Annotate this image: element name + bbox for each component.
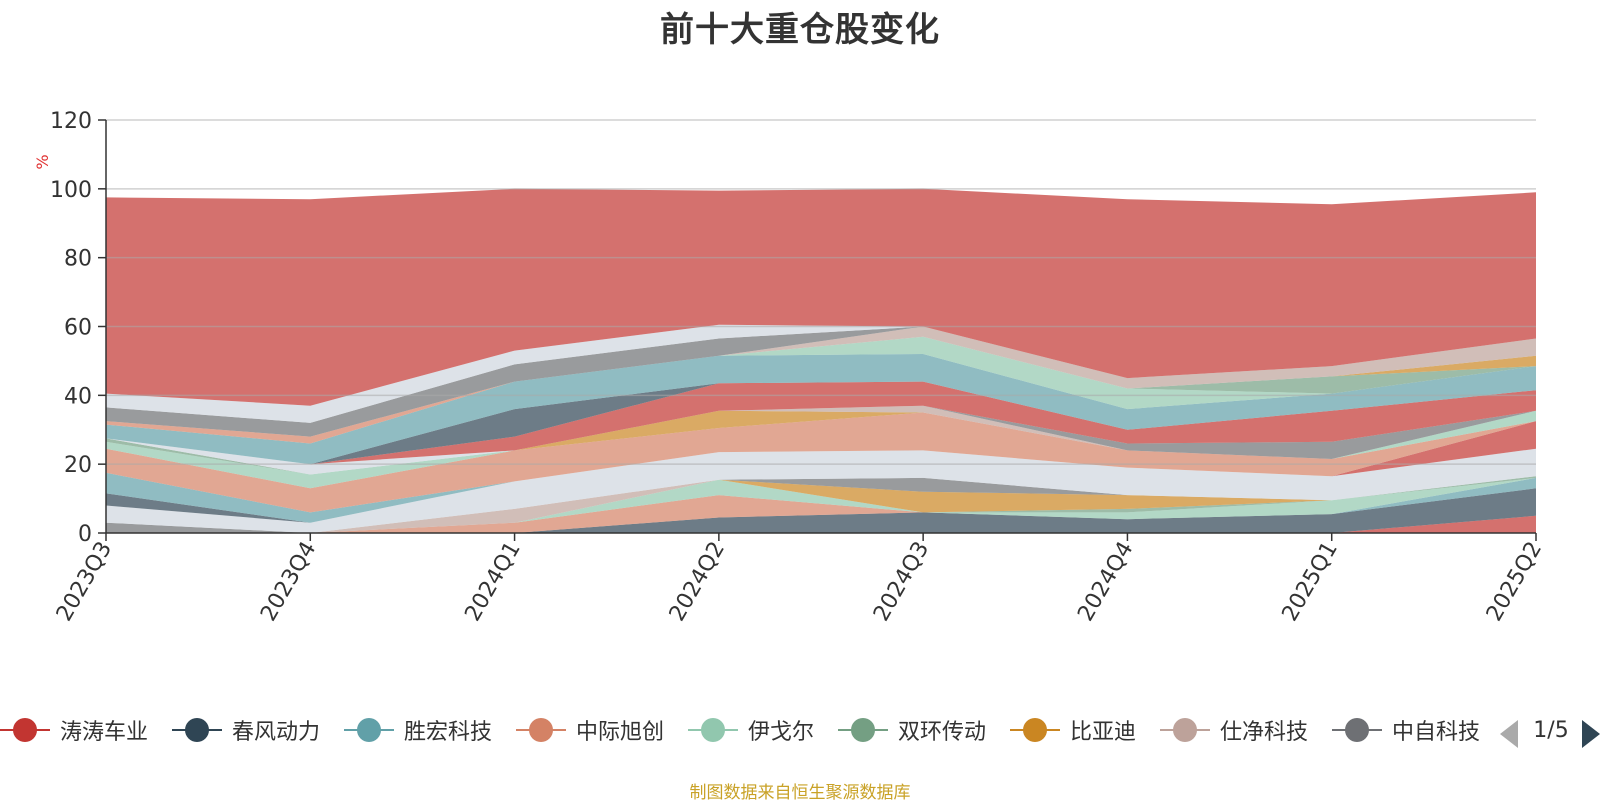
chart-title: 前十大重仓股变化 <box>660 10 940 50</box>
area-series-7 <box>106 476 1536 533</box>
legend-item[interactable]: 仕净科技 <box>1160 710 1308 750</box>
area-series-9 <box>106 448 1536 533</box>
x-tick-label: 2024Q4 <box>1073 538 1138 626</box>
legend-marker-icon <box>516 717 566 743</box>
legend-item[interactable]: 伊戈尔 <box>688 710 814 750</box>
legend-item[interactable]: 胜宏科技 <box>344 710 492 750</box>
legend-item[interactable]: 双环传动 <box>838 710 986 750</box>
area-series-29 <box>106 324 1536 423</box>
y-tick-label: 120 <box>50 109 92 134</box>
legend-label: 春风动力 <box>232 720 321 745</box>
x-tick-label: 2024Q1 <box>460 538 525 626</box>
area-series-22 <box>106 354 1536 465</box>
legend-label: 伊戈尔 <box>748 720 815 745</box>
legend-marker-icon <box>0 717 50 743</box>
y-tick-label: 60 <box>64 316 92 341</box>
legend-label: 仕净科技 <box>1220 720 1309 745</box>
area-series-4 <box>106 477 1536 533</box>
x-tick-label: 2025Q1 <box>1278 538 1343 626</box>
area-series-28 <box>106 326 1536 437</box>
legend-item[interactable]: 涛涛车业 <box>0 710 148 750</box>
grid-lines <box>106 119 1536 465</box>
legend: 涛涛车业 春风动力 胜宏科技 中际旭创 伊戈尔 双环传动 比亚迪 仕净科技 中自科技 <box>0 710 1490 750</box>
legend-item[interactable]: 中际旭创 <box>516 710 664 750</box>
legend-pager: 1/5 <box>1500 716 1600 750</box>
x-tick-label: 2025Q2 <box>1482 538 1547 626</box>
area-series-5 <box>106 476 1536 533</box>
y-axis-unit-label: % <box>33 154 52 169</box>
legend-marker-icon <box>688 717 738 743</box>
area-series-group <box>106 188 1536 533</box>
legend-label: 胜宏科技 <box>404 720 493 745</box>
area-series-6 <box>106 476 1536 533</box>
legend-item[interactable]: 中自科技 <box>1332 710 1480 750</box>
legend-label: 双环传动 <box>898 720 987 745</box>
legend-page-indicator: 1/5 <box>1533 718 1569 743</box>
legend-marker-icon <box>1010 717 1060 743</box>
legend-label: 比亚迪 <box>1070 720 1137 745</box>
y-tick-label: 20 <box>64 453 92 478</box>
prev-page-icon[interactable] <box>1500 720 1518 748</box>
y-tick-label: 80 <box>64 247 92 272</box>
x-tick-label: 2024Q3 <box>869 538 934 626</box>
x-tick-label: 2024Q2 <box>665 538 730 626</box>
area-series-0 <box>106 515 1536 533</box>
legend-marker-icon <box>838 717 888 743</box>
legend-marker-icon <box>344 717 394 743</box>
legend-label: 中际旭创 <box>576 720 665 745</box>
area-series-3 <box>106 477 1536 533</box>
area-series-23 <box>106 354 1536 444</box>
area-series-13 <box>106 412 1536 513</box>
legend-item[interactable]: 春风动力 <box>172 710 320 750</box>
area-series-1 <box>106 488 1536 533</box>
y-tick-label: 40 <box>64 384 92 409</box>
area-series-30 <box>106 188 1536 406</box>
y-tick-label: 100 <box>50 178 92 203</box>
legend-marker-icon <box>1332 717 1382 743</box>
y-tick-label: 0 <box>78 522 92 547</box>
legend-marker-icon <box>1160 717 1210 743</box>
legend-item[interactable]: 比亚迪 <box>1010 710 1136 750</box>
legend-label: 涛涛车业 <box>60 720 149 745</box>
area-series-20 <box>106 381 1536 465</box>
x-tick-label: 2023Q3 <box>52 538 117 626</box>
source-note: 制图数据来自恒生聚源数据库 <box>689 783 911 800</box>
area-series-12 <box>106 421 1536 523</box>
area-series-25 <box>106 336 1536 437</box>
x-tick-label: 2023Q4 <box>256 538 321 626</box>
next-page-icon[interactable] <box>1582 720 1600 748</box>
legend-label: 中自科技 <box>1392 720 1481 745</box>
legend-marker-icon <box>172 717 222 743</box>
